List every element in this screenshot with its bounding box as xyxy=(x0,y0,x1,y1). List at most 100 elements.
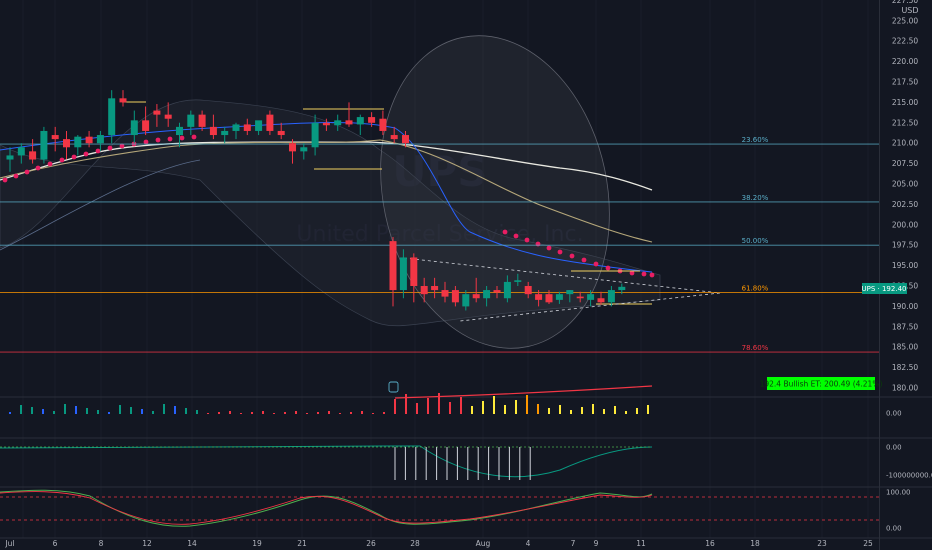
time-tick-label: 4 xyxy=(526,539,531,548)
candle-body[interactable] xyxy=(576,296,584,299)
candle-body[interactable] xyxy=(277,130,285,136)
pane-tick-label: 0.00 xyxy=(886,410,902,418)
candle-body[interactable] xyxy=(535,294,543,300)
candle-body[interactable] xyxy=(119,98,127,103)
histogram-bar xyxy=(482,401,484,414)
histogram-bar xyxy=(504,405,506,414)
sar-dot xyxy=(524,237,530,243)
candle-body[interactable] xyxy=(483,290,491,299)
candle-body[interactable] xyxy=(96,135,104,144)
histogram-bar xyxy=(108,412,110,414)
candle-body[interactable] xyxy=(108,98,116,136)
price-axis[interactable]: 227.50 225.00 222.50 220.00 217.50 215.00 212.… xyxy=(892,0,918,393)
pane-tick-label: 0.00 xyxy=(886,525,902,533)
candle-body[interactable] xyxy=(130,120,138,136)
candlestick-series[interactable] xyxy=(6,90,626,311)
price-tick-label: 195.00 xyxy=(892,261,918,270)
candle-body[interactable] xyxy=(587,294,595,300)
candle-body[interactable] xyxy=(431,286,439,291)
time-axis[interactable]: Jul 6 8 12 14 19 21 26 28 Aug 4 7 9 11 16 18 23 25 xyxy=(4,539,873,548)
candle-body[interactable] xyxy=(472,294,480,299)
histogram-bar xyxy=(229,411,231,414)
candle-body[interactable] xyxy=(29,151,37,160)
candle-body[interactable] xyxy=(441,290,449,297)
candle-body[interactable] xyxy=(51,135,59,140)
candle-body[interactable] xyxy=(6,155,14,160)
sar-dot xyxy=(155,137,161,143)
histogram-bar xyxy=(361,411,363,414)
candle-body[interactable] xyxy=(311,122,319,148)
candle-body[interactable] xyxy=(266,114,274,131)
candle-body[interactable] xyxy=(524,286,532,295)
fib-label: 38.20% xyxy=(742,194,769,202)
candle-body[interactable] xyxy=(410,257,418,286)
candle-body[interactable] xyxy=(300,147,308,152)
time-tick-label: 14 xyxy=(187,539,197,548)
candle-body[interactable] xyxy=(243,124,251,131)
candle-body[interactable] xyxy=(379,118,387,131)
histogram-bar xyxy=(570,410,572,414)
candle-body[interactable] xyxy=(555,294,563,300)
candle-body[interactable] xyxy=(514,280,522,282)
candle-body[interactable] xyxy=(164,114,172,119)
candle-body[interactable] xyxy=(153,110,161,115)
last-price-tag-text: UPS · 192.40 xyxy=(862,285,907,293)
histogram-bar xyxy=(394,399,396,414)
candle-body[interactable] xyxy=(322,122,330,126)
histogram-bar xyxy=(174,406,176,414)
candle-body[interactable] xyxy=(402,135,409,144)
candle-body[interactable] xyxy=(451,290,459,303)
candle-body[interactable] xyxy=(462,294,470,307)
candle-body[interactable] xyxy=(368,117,376,123)
candle-body[interactable] xyxy=(503,281,511,299)
histogram-bar xyxy=(471,406,473,414)
event-icon[interactable] xyxy=(388,381,399,393)
candle-body[interactable] xyxy=(221,130,229,136)
fib-label: 50.00% xyxy=(742,237,769,245)
candle-body[interactable] xyxy=(545,294,553,303)
candle-body[interactable] xyxy=(63,139,70,148)
candle-body[interactable] xyxy=(607,290,615,303)
histogram-bar xyxy=(526,395,528,414)
candle-body[interactable] xyxy=(74,136,82,148)
pane-tick-label: 100.00 xyxy=(886,489,911,497)
candle-body[interactable] xyxy=(40,130,48,160)
sar-dot xyxy=(513,233,519,239)
candle-body[interactable] xyxy=(255,120,263,131)
time-tick-label: 8 xyxy=(99,539,104,548)
histogram-bar xyxy=(449,402,451,414)
candle-body[interactable] xyxy=(618,286,626,291)
histogram-bar xyxy=(592,404,594,414)
sar-dot xyxy=(119,143,125,149)
candle-body[interactable] xyxy=(345,120,353,125)
candle-body[interactable] xyxy=(142,120,150,131)
candle-body[interactable] xyxy=(289,143,296,152)
histogram-bar xyxy=(284,412,286,414)
time-tick-label: 9 xyxy=(594,539,599,548)
candle-body[interactable] xyxy=(356,117,364,125)
candle-body[interactable] xyxy=(198,114,206,127)
candle-body[interactable] xyxy=(390,135,398,140)
candle-body[interactable] xyxy=(420,286,428,295)
last-price-tag: UPS · 192.40 xyxy=(862,283,907,294)
candle-body[interactable] xyxy=(232,124,240,131)
candle-body[interactable] xyxy=(176,126,183,136)
candle-body[interactable] xyxy=(597,298,605,303)
candle-body[interactable] xyxy=(187,114,195,127)
candle-body[interactable] xyxy=(399,257,407,291)
candle-body[interactable] xyxy=(389,241,397,291)
histogram-bar xyxy=(119,405,121,414)
histogram-bar xyxy=(31,407,33,414)
candle-body[interactable] xyxy=(566,290,574,295)
histogram-bar xyxy=(493,396,495,414)
histogram-bar xyxy=(42,409,44,414)
candle-body[interactable] xyxy=(17,147,25,156)
candle-body[interactable] xyxy=(493,290,501,293)
histogram-bar xyxy=(636,408,638,414)
currency-label: USD xyxy=(901,6,918,15)
candle-body[interactable] xyxy=(334,120,342,126)
histogram-bar xyxy=(64,404,66,414)
candle-body[interactable] xyxy=(85,136,93,144)
candle-body[interactable] xyxy=(209,126,217,136)
